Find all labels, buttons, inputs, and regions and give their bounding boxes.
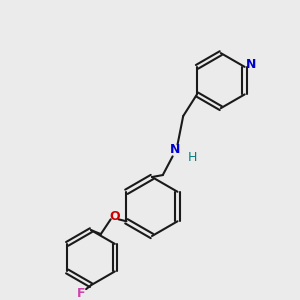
Text: N: N xyxy=(246,58,257,71)
Text: O: O xyxy=(109,210,120,223)
Text: F: F xyxy=(77,286,85,300)
Text: H: H xyxy=(188,151,197,164)
Text: N: N xyxy=(169,143,180,156)
